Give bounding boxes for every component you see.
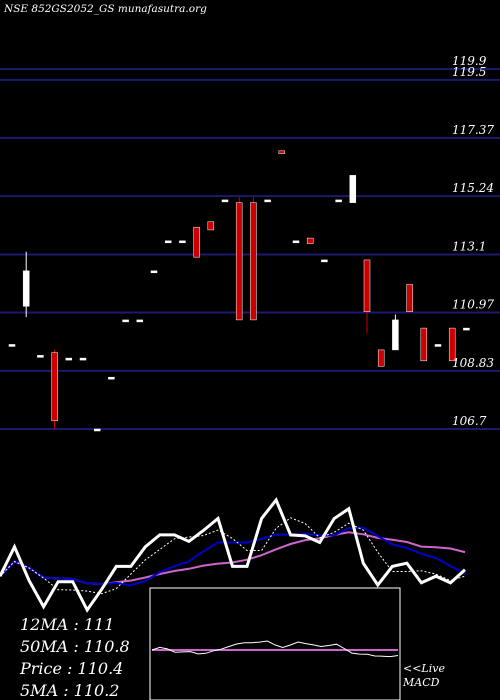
candle-body (363, 259, 371, 312)
indicator-panel: 12MA : 111 50MA : 110.8 Price : 110.4 5M… (0, 497, 467, 700)
y-tick-label: 119.5 (452, 65, 486, 79)
y-tick-label: 119.9 (452, 54, 487, 68)
candles (8, 150, 470, 432)
candle-body (377, 349, 385, 367)
candle-body (392, 319, 399, 351)
candle-body (448, 327, 456, 362)
candle-body (463, 327, 470, 331)
ma50-label: 50MA : 110.8 (20, 637, 130, 656)
candle-body (37, 355, 44, 358)
candle-body (108, 376, 115, 380)
candle-body (22, 270, 30, 307)
candle-body (65, 357, 73, 361)
candle-body (164, 240, 172, 244)
y-tick-label: 106.7 (452, 414, 487, 428)
candle-body (179, 240, 186, 244)
chart-title: NSE 852GS2052_GS munafasutra.org (3, 3, 207, 15)
gridlines (0, 68, 500, 430)
macd-box (149, 587, 401, 700)
y-tick-label: 115.24 (452, 181, 494, 195)
candle-body (264, 199, 271, 203)
candle-body (434, 344, 442, 347)
candle-body (150, 270, 158, 274)
candle-body (193, 226, 200, 258)
candle-body (250, 202, 257, 321)
y-tick-label: 113.1 (452, 239, 486, 253)
candle-body (207, 221, 215, 231)
y-tick-label: 110.97 (452, 298, 494, 312)
candle-body (335, 199, 342, 203)
candle-body (79, 357, 87, 361)
candle-body (349, 175, 357, 203)
candle-body (51, 352, 58, 422)
candle-body (122, 319, 129, 323)
candle-body (221, 199, 229, 203)
candle-body (93, 428, 101, 432)
candle-body (278, 150, 286, 154)
candle-body (321, 259, 328, 263)
macd-label: MACD (402, 676, 440, 689)
ma12-label: 12MA : 111 (20, 615, 114, 634)
ma5-label: 5MA : 110.2 (20, 681, 119, 700)
macd-live-label: <<Live (403, 662, 445, 675)
price-line (0, 497, 467, 613)
price-label: Price : 110.4 (19, 659, 123, 678)
candle-body (406, 284, 413, 312)
y-tick-label: 117.37 (452, 123, 494, 137)
candle-body (420, 327, 428, 362)
ma-mid-line (0, 526, 466, 587)
candle-body (235, 202, 243, 321)
ma-long-line (0, 531, 466, 586)
y-tick-label: 108.83 (452, 356, 494, 370)
candle-body (8, 344, 16, 347)
candle-body (136, 319, 144, 323)
macd-line (151, 640, 399, 658)
candle-body (306, 237, 314, 244)
candle-body (292, 240, 300, 244)
